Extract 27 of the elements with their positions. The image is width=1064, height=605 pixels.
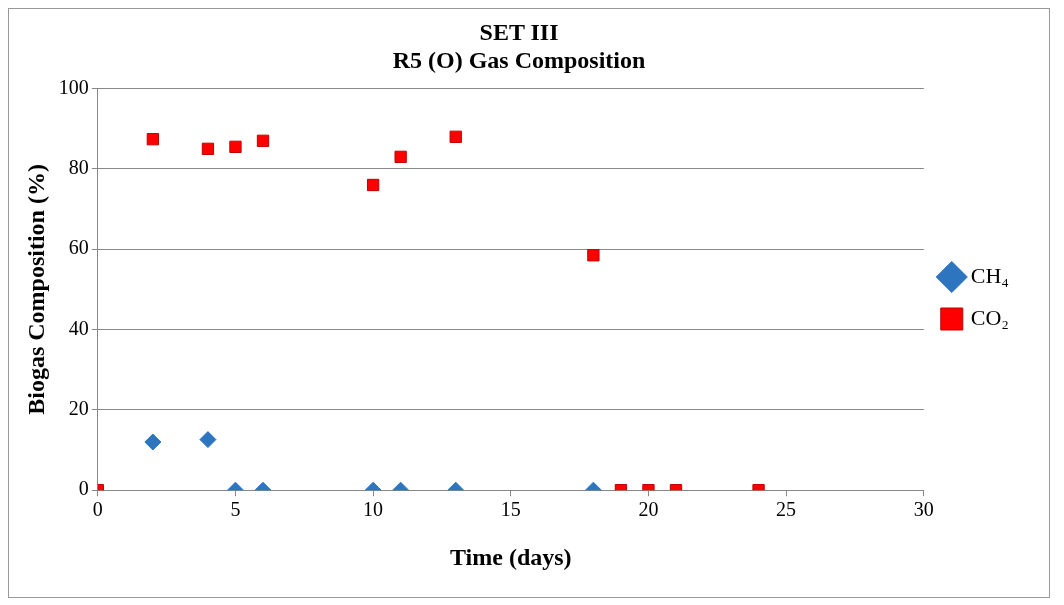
legend-label: CH₄	[970, 262, 1009, 288]
point	[587, 249, 600, 262]
y-tick-label: 80	[68, 156, 89, 179]
chart-subtitle: R5 (O) Gas Composition	[392, 47, 646, 74]
y-tick-label: 60	[68, 236, 89, 259]
x-tick-label: 10	[363, 498, 384, 521]
x-tick-label: 5	[230, 498, 241, 521]
x-tick-label: 0	[92, 498, 103, 521]
y-tick-label: 40	[68, 316, 89, 339]
y-axis-title: Biogas Composition (%)	[22, 164, 49, 415]
point	[256, 134, 270, 147]
x-tick-label: 20	[638, 498, 659, 521]
point	[201, 142, 215, 155]
x-tick-label: 25	[776, 498, 797, 521]
x-tick-label: 30	[913, 498, 934, 521]
legend-label: CO₂	[970, 304, 1009, 330]
y-tick-label: 0	[78, 477, 89, 500]
point	[146, 133, 160, 146]
y-tick-label: 100	[58, 75, 89, 98]
y-tick-label: 20	[68, 397, 89, 420]
point	[394, 150, 407, 164]
chart-title: SET III	[479, 18, 559, 45]
point	[449, 130, 462, 143]
x-tick-label: 15	[500, 498, 521, 521]
point	[229, 140, 242, 153]
x-axis-title: Time (days)	[450, 543, 572, 570]
point	[366, 178, 380, 192]
